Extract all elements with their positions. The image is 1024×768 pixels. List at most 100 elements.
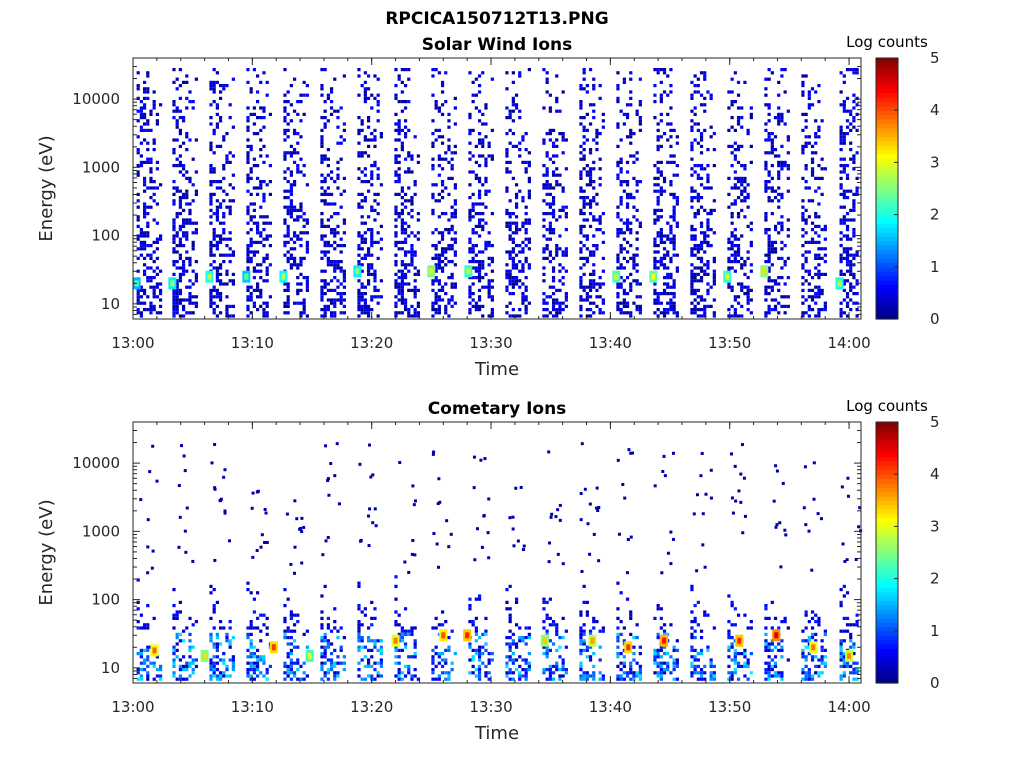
- spectrogram-cell: [773, 304, 778, 308]
- spectrogram-cell: [514, 597, 519, 601]
- colorbar-tick-label: 2: [930, 206, 940, 224]
- spectrogram-cell: [653, 116, 657, 120]
- spectrogram-cell: [579, 668, 583, 672]
- spectrogram-cell: [227, 539, 231, 543]
- spectrogram-cell: [814, 253, 818, 257]
- spectrogram-cell: [222, 674, 226, 678]
- spectrogram-cell: [579, 304, 583, 308]
- spectrogram-cell: [542, 106, 546, 110]
- spectrogram-cell: [508, 292, 512, 296]
- spectrogram-cell: [845, 256, 850, 260]
- spectrogram-cell: [545, 247, 549, 251]
- spectrogram-cell: [326, 639, 330, 643]
- spectrogram-cell: [656, 138, 660, 142]
- spectrogram-cell: [400, 208, 404, 212]
- spectrogram-cell: [690, 167, 694, 171]
- colorbar-segment: [876, 279, 898, 285]
- spectrogram-cell: [712, 148, 716, 152]
- spectrogram-cell: [561, 208, 565, 212]
- spectrogram-cell: [400, 100, 404, 104]
- spectrogram-cell: [370, 655, 374, 659]
- spectrogram-cell: [172, 192, 176, 196]
- spectrogram-cell: [336, 173, 340, 177]
- spectrogram-cell: [292, 132, 297, 136]
- spectrogram-cell: [690, 279, 694, 283]
- spectrogram-cell: [339, 282, 343, 286]
- spectrogram-cell: [178, 664, 182, 668]
- spectrogram-cell: [320, 285, 324, 289]
- spectrogram-cell: [564, 247, 568, 251]
- spectrogram-cell: [370, 93, 374, 97]
- spectrogram-cell: [178, 170, 182, 174]
- spectrogram-cell: [444, 648, 448, 652]
- spectrogram-cell: [146, 186, 150, 190]
- spectrogram-cell: [246, 636, 250, 640]
- spectrogram-cell: [764, 183, 768, 187]
- spectrogram-cell: [444, 157, 448, 161]
- spectrogram-cell: [249, 661, 253, 665]
- spectrogram-cell: [376, 661, 380, 665]
- spectrogram-cell: [431, 119, 435, 123]
- spectrogram-cell: [505, 600, 509, 604]
- spectrogram-cell: [511, 276, 515, 280]
- spectrogram-cell: [286, 234, 290, 238]
- spectrogram-cell: [669, 308, 673, 312]
- spectrogram-cell: [561, 636, 565, 640]
- spectrogram-cell: [172, 661, 176, 665]
- spectrogram-cell: [434, 301, 438, 305]
- spectrogram-cell: [222, 84, 226, 88]
- spectrogram-cell: [527, 626, 531, 630]
- spectrogram-cell: [690, 285, 694, 289]
- spectrogram-cell: [172, 671, 176, 675]
- spectrogram-cell: [453, 253, 457, 257]
- spectrogram-cell: [188, 285, 192, 289]
- spectrogram-cell: [727, 144, 731, 148]
- spectrogram-cell: [376, 240, 380, 244]
- spectrogram-cell: [339, 298, 343, 302]
- spectrogram-cell: [767, 292, 771, 296]
- spectrogram-cell: [468, 141, 472, 145]
- spectrogram-cell: [638, 652, 642, 656]
- spectrogram-cell: [733, 183, 737, 187]
- spectrogram-cell: [481, 144, 485, 148]
- spectrogram-cell: [286, 655, 290, 659]
- spectrogram-cell: [363, 677, 367, 681]
- spectrogram-cell: [302, 112, 306, 116]
- spectrogram-cell: [262, 655, 266, 659]
- spectrogram-cell: [690, 626, 694, 630]
- spectrogram-cell: [185, 170, 189, 174]
- spectrogram-cell: [477, 224, 482, 228]
- spectrogram-cell: [136, 668, 140, 672]
- spectrogram-cell: [400, 144, 404, 148]
- spectrogram-cell: [625, 202, 630, 206]
- spectrogram-cell: [740, 208, 744, 212]
- spectrogram-cell: [357, 167, 361, 171]
- spectrogram-cell: [770, 244, 774, 248]
- spectrogram-cell: [619, 109, 623, 113]
- spectrogram-cell: [410, 253, 414, 257]
- spectrogram-cell: [252, 645, 256, 649]
- spectrogram-cell: [551, 298, 556, 302]
- colorbar-segment: [876, 75, 898, 81]
- spectrogram-cell: [453, 250, 457, 254]
- spectrogram-cell: [842, 247, 846, 251]
- spectrogram-cell: [450, 164, 454, 168]
- spectrogram-cell: [736, 196, 741, 200]
- spectrogram-cell: [845, 68, 850, 72]
- spectrogram-cell: [188, 295, 192, 299]
- spectrogram-cell: [440, 253, 445, 257]
- spectrogram-cell: [363, 256, 367, 260]
- spectrogram-cell: [296, 132, 300, 136]
- spectrogram-cell: [524, 288, 528, 292]
- spectrogram-cell: [690, 250, 694, 254]
- spectrogram-cell: [302, 308, 306, 312]
- spectrogram-cell: [172, 100, 176, 104]
- spectrogram-cell: [323, 100, 327, 104]
- spectrogram-cell: [371, 521, 375, 525]
- spectrogram-cell: [265, 671, 269, 675]
- spectrogram-cell: [329, 288, 334, 292]
- spectrogram-cell: [727, 282, 731, 286]
- spectrogram-cell: [743, 164, 747, 168]
- spectrogram-cell: [212, 180, 216, 184]
- spectrogram-cell: [619, 266, 623, 270]
